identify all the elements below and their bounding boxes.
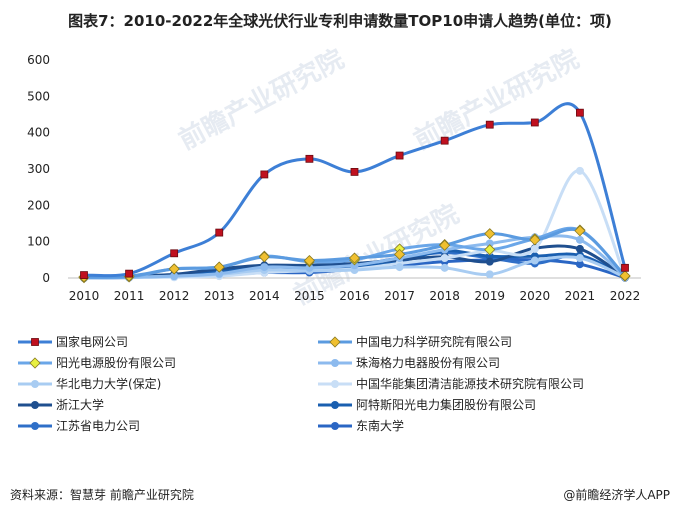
data-point: [485, 270, 494, 279]
x-tick-label: 2021: [565, 289, 596, 303]
source-note: 资料来源：智慧芽 前瞻产业研究院: [10, 488, 194, 502]
y-tick-label: 200: [27, 198, 50, 212]
x-tick-label: 2022: [610, 289, 641, 303]
x-tick-label: 2013: [204, 289, 235, 303]
legend-label: 华北电力大学(保定): [56, 376, 161, 391]
legend-marker: [31, 380, 39, 388]
legend-label: 东南大学: [356, 418, 404, 433]
watermark-0: 前瞻产业研究院: [174, 43, 349, 156]
data-point: [439, 239, 451, 251]
data-point: [215, 228, 224, 237]
legend-marker: [31, 401, 39, 409]
x-tick-label: 2020: [520, 289, 551, 303]
data-point: [574, 225, 586, 237]
legend-label: 国家电网公司: [56, 334, 128, 349]
legend-label: 阳光电源股份有限公司: [56, 356, 176, 370]
data-point: [395, 151, 404, 160]
data-point: [530, 118, 539, 127]
x-tick-label: 2011: [114, 289, 145, 303]
y-tick-label: 500: [27, 89, 50, 103]
legend-marker: [29, 357, 41, 369]
y-tick-label: 300: [27, 162, 50, 176]
data-point: [170, 249, 179, 258]
data-point: [575, 260, 584, 269]
y-tick-label: 600: [27, 53, 50, 67]
x-tick-label: 2019: [474, 289, 505, 303]
data-point: [575, 235, 584, 244]
data-point: [260, 170, 269, 179]
legend-label: 珠海格力电器股份有限公司: [356, 355, 500, 370]
data-point: [619, 270, 631, 282]
x-tick-label: 2012: [159, 289, 190, 303]
data-point: [125, 269, 133, 278]
data-point: [394, 248, 406, 260]
data-point: [305, 154, 314, 163]
y-tick-label: 0: [42, 271, 50, 285]
data-point: [350, 168, 359, 176]
data-point: [395, 263, 404, 272]
chart-title: 图表7：2010-2022年全球光伏行业专利申请数量TOP10申请人趋势(单位：…: [68, 12, 612, 30]
legend-marker: [31, 338, 39, 346]
legend-label: 中国电力科学研究院有限公司: [356, 334, 512, 349]
data-point: [529, 234, 541, 246]
legend-marker: [331, 380, 339, 388]
x-tick-label: 2014: [249, 289, 280, 303]
x-tick-label: 2016: [339, 289, 370, 303]
line-chart: 前瞻产业研究院 前瞻产业研究院前瞻产业研究院0100200300400500600…: [18, 43, 641, 433]
data-point: [575, 254, 584, 263]
x-tick-label: 2015: [294, 289, 325, 303]
data-point: [484, 228, 496, 240]
legend-marker: [31, 422, 39, 430]
data-point: [530, 244, 539, 253]
data-point: [258, 251, 270, 263]
legend-marker: [331, 359, 339, 367]
data-point: [348, 252, 361, 264]
legend-marker: [329, 336, 341, 348]
data-point: [485, 239, 494, 248]
data-point: [530, 256, 539, 265]
data-point: [215, 269, 224, 278]
x-tick-label: 2017: [384, 289, 415, 303]
data-point: [170, 272, 179, 281]
data-point: [303, 254, 315, 267]
legend-label: 阿特斯阳光电力集团股份有限公司: [356, 397, 536, 412]
legend-marker: [331, 401, 339, 409]
data-point: [576, 108, 584, 117]
legend-label: 浙江大学: [56, 397, 104, 412]
legend-label: 中国华能集团清洁能源技术研究院有限公司: [356, 376, 584, 391]
data-point: [440, 136, 449, 145]
x-tick-label: 2018: [429, 289, 460, 303]
y-tick-label: 100: [27, 235, 50, 249]
legend-label: 江苏省电力公司: [56, 419, 140, 433]
data-point: [575, 244, 584, 253]
data-point: [305, 263, 314, 272]
watermark-1: 前瞻产业研究院: [409, 43, 584, 156]
data-point: [484, 244, 496, 256]
data-point: [621, 263, 629, 272]
data-point: [213, 261, 225, 273]
data-point: [80, 271, 88, 279]
data-point: [168, 263, 180, 275]
y-tick-label: 400: [27, 126, 50, 140]
data-point: [440, 254, 449, 263]
brand-credit: @前瞻经济学人APP: [563, 488, 670, 502]
data-point: [485, 120, 494, 129]
x-tick-label: 2010: [69, 289, 100, 303]
data-point: [485, 257, 494, 266]
legend-marker: [331, 422, 339, 430]
data-point: [575, 166, 584, 175]
data-point: [260, 263, 269, 272]
data-point: [440, 263, 449, 272]
